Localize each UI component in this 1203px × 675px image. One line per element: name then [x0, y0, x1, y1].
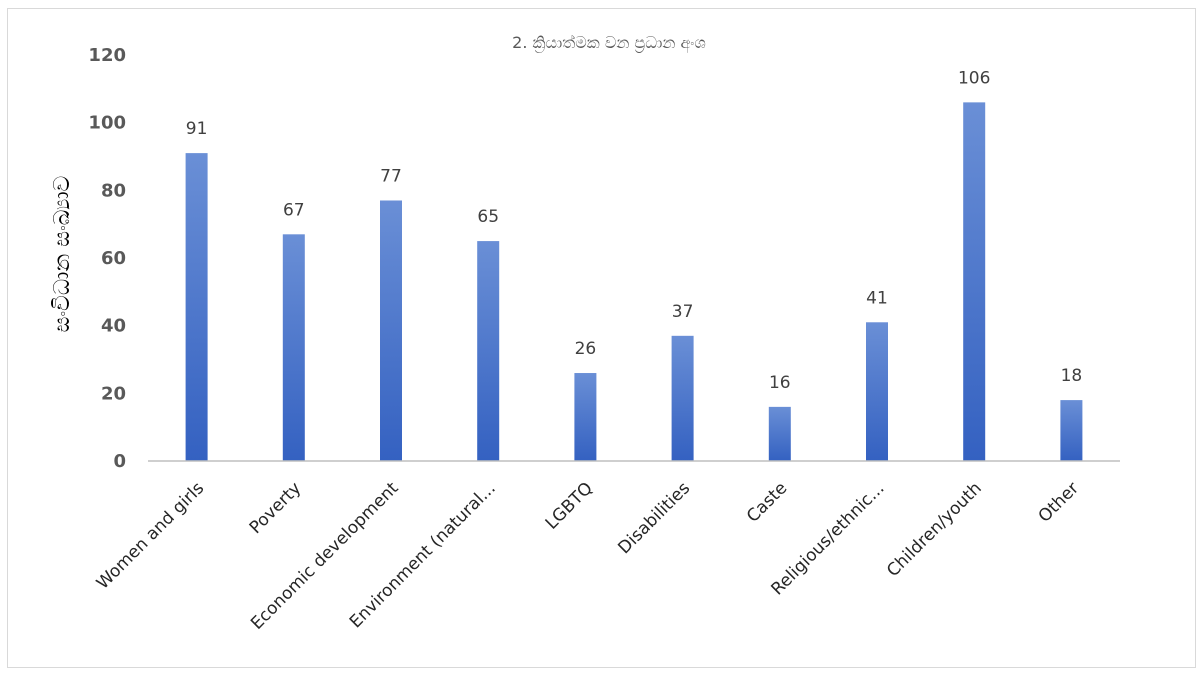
data-label: 16: [769, 373, 791, 393]
bar: [963, 102, 986, 461]
bar: [866, 322, 888, 461]
bar-chart: 2. ක්‍රියාත්මක වන ප්‍රධාන අංශ සංවිධාන සං…: [50, 33, 1120, 634]
data-label: 106: [958, 68, 990, 88]
bar: [768, 406, 791, 461]
bar: [477, 241, 500, 461]
y-tick-label: 0: [113, 451, 126, 472]
y-tick-label: 120: [88, 45, 126, 66]
category-label: Other: [1035, 478, 1083, 526]
y-axis-label: සංවිධාන සංඛ්‍යාව: [50, 176, 75, 333]
data-labels: 91 67 77 65 26 37 16 41 106 18: [186, 68, 1082, 393]
bar: [282, 234, 305, 461]
bar: [671, 335, 694, 461]
data-label: 77: [380, 166, 402, 186]
category-label: LGBTQ: [542, 478, 597, 533]
bar: [1060, 400, 1083, 461]
y-tick-label: 100: [88, 113, 126, 134]
data-label: 41: [866, 288, 888, 308]
y-tick-label: 60: [101, 248, 126, 269]
category-label: Caste: [743, 478, 791, 526]
data-label: 37: [672, 302, 694, 322]
y-tick-label: 80: [101, 180, 126, 201]
bars: [185, 102, 1083, 461]
category-label: Disabilities: [614, 478, 694, 558]
chart-title: 2. ක්‍රියාත්මක වන ප්‍රධාන අංශ: [512, 33, 706, 53]
data-label: 67: [283, 200, 305, 220]
y-axis-ticks: 0 20 40 60 80 100 120: [88, 45, 126, 472]
data-label: 65: [477, 207, 499, 227]
category-label: Children/youth: [883, 478, 986, 581]
bar: [185, 153, 208, 461]
chart-container: 2. ක්‍රියාත්මක වන ප්‍රධාන අංශ සංවිධාන සං…: [7, 8, 1196, 668]
bar: [380, 200, 402, 461]
y-tick-label: 40: [101, 316, 126, 337]
bar: [574, 373, 597, 461]
category-label: Poverty: [246, 478, 306, 538]
data-label: 91: [186, 119, 208, 139]
data-label: 18: [1061, 366, 1083, 386]
category-label: Women and girls: [93, 478, 208, 593]
y-tick-label: 20: [101, 383, 126, 404]
data-label: 26: [575, 339, 597, 359]
